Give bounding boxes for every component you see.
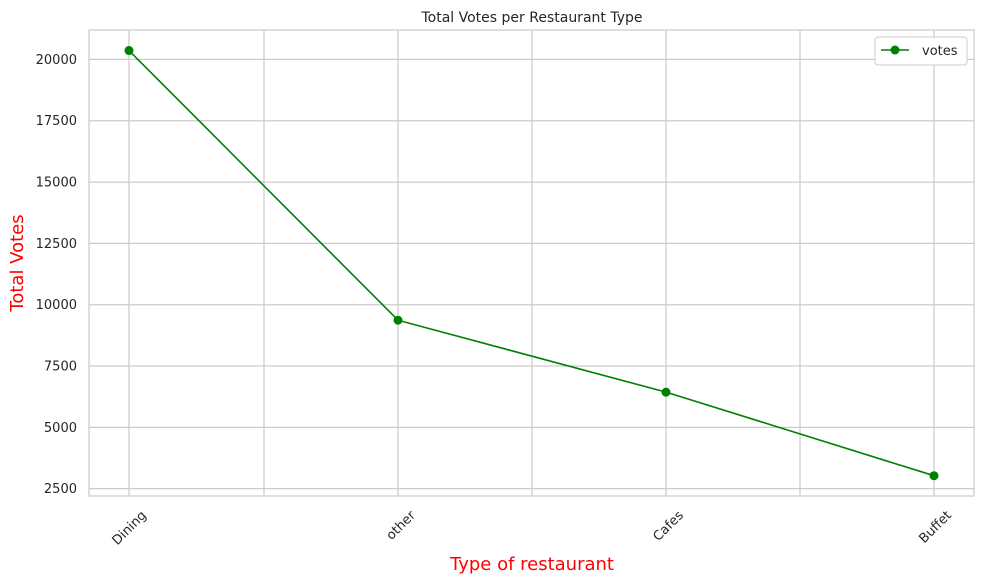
- series-votes: [124, 46, 939, 481]
- y-axis-ticks: 2500 5000 7500 10000 12500 15000 17500 20000: [36, 53, 77, 497]
- y-tick-label: 12500: [36, 237, 77, 252]
- series-line-votes: [128, 49, 935, 477]
- x-tick-label: Cafes: [650, 508, 686, 544]
- x-tick-label: Dining: [110, 508, 150, 548]
- legend-box: [874, 36, 968, 66]
- y-tick-label: 17500: [36, 114, 77, 129]
- chart-title: Total Votes per Restaurant Type: [420, 10, 642, 26]
- x-axis-ticks: Dining other Cafes Buffet: [110, 508, 955, 549]
- gridlines: [89, 30, 974, 496]
- plot-area: [88, 29, 975, 497]
- data-point-Cafes: [661, 387, 671, 397]
- y-tick-label: 2500: [44, 482, 77, 497]
- y-tick-label: 5000: [44, 421, 77, 436]
- legend-point-marker: [890, 45, 900, 55]
- y-axis-label: Total Votes: [7, 214, 28, 312]
- x-axis-label: Type of restaurant: [449, 554, 614, 575]
- x-tick-label: other: [384, 508, 420, 544]
- data-point-other: [393, 315, 403, 325]
- y-tick-label: 10000: [36, 298, 77, 313]
- y-tick-label: 7500: [44, 360, 77, 375]
- data-point-Dining: [124, 46, 134, 56]
- legend-entry-votes: votes: [922, 44, 958, 59]
- x-tick-label: Buffet: [916, 508, 954, 546]
- legend: votes: [874, 36, 968, 66]
- y-tick-label: 15000: [36, 176, 77, 191]
- data-point-Buffet: [929, 471, 939, 481]
- y-tick-label: 20000: [36, 53, 77, 68]
